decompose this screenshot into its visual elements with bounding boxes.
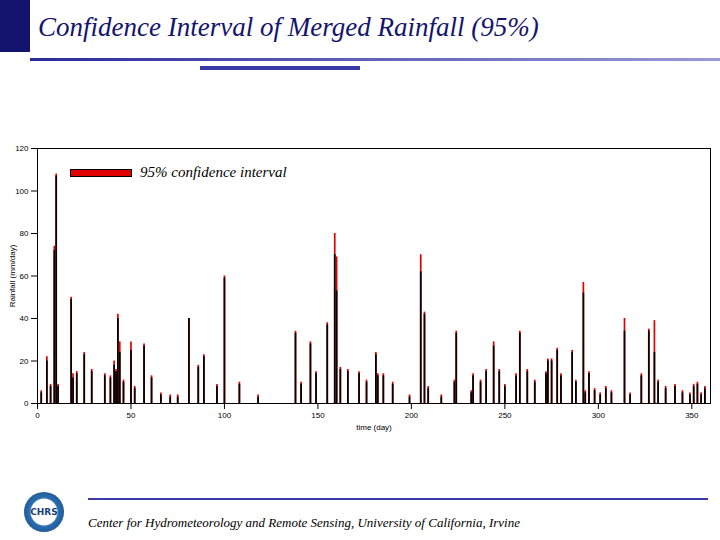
svg-text:300: 300 [592,411,606,420]
svg-text:150: 150 [311,411,325,420]
svg-text:80: 80 [20,229,29,238]
svg-text:250: 250 [498,411,512,420]
svg-text:200: 200 [405,411,419,420]
svg-text:120: 120 [15,144,29,153]
html-text:Confidence Interval of Merged: Confidence Interval of Merged Rainfall (… [38,12,539,42]
svg-text:0: 0 [24,399,29,408]
svg-text:0: 0 [35,411,40,420]
html-text:95% confidence interval: 95% confidence interval [140,164,287,180]
html-text:CHRS: CHRS [30,507,58,517]
svg-text:Rainfall (mm/day): Rainfall (mm/day) [8,244,17,307]
html-text:Center for Hydrometeorology an: Center for Hydrometeorology and Remote S… [88,515,520,530]
svg-text:40: 40 [20,314,29,323]
svg-text:100: 100 [15,187,29,196]
svg-text:350: 350 [685,411,699,420]
svg-text:20: 20 [20,357,29,366]
svg-text:100: 100 [218,411,232,420]
svg-text:60: 60 [20,272,29,281]
svg-text:time (day): time (day) [356,423,392,432]
svg-text:50: 50 [127,411,136,420]
